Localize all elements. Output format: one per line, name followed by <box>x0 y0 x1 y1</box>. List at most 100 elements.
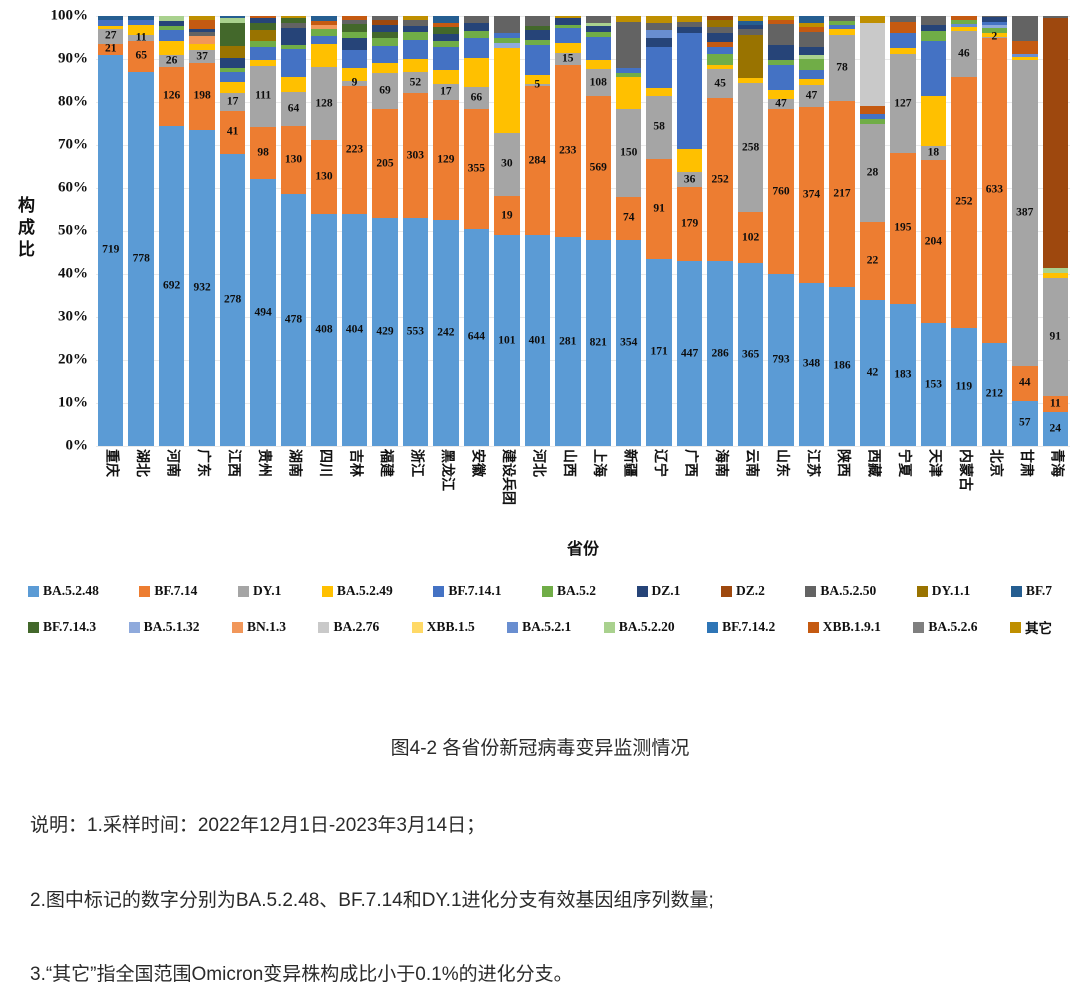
segment-BA.5.2.48: 42 <box>859 299 886 446</box>
segment-BA.5.2.50 <box>524 16 551 26</box>
segment-DY.1: 108 <box>585 69 611 97</box>
figure-caption: 图4-2 各省份新冠病毒变异监测情况 <box>390 738 690 759</box>
x-label-山东: 山东 <box>774 449 790 477</box>
legend-swatch <box>231 621 243 633</box>
bar-湖南: 478 130 64 <box>280 16 307 446</box>
gridline <box>96 16 1070 17</box>
segment-BA.5.2.48: 183 <box>890 304 916 446</box>
legend-item-BN.1.3: BN.1.3 <box>231 619 286 635</box>
segment-count-label: 111 <box>255 89 272 102</box>
segment-BA.5.2.49 <box>280 77 307 93</box>
legend-item-DY.1: DY.1 <box>237 583 282 599</box>
y-tick: 40% <box>58 265 88 282</box>
segment-BF.7 <box>311 16 337 22</box>
segment-DY.1: 36 <box>676 172 703 188</box>
segment-count-label: 183 <box>894 368 912 381</box>
segment-BA.5.2.48: 719 <box>98 54 124 446</box>
x-label-cell: 上海 <box>586 449 611 545</box>
x-label-广东: 广东 <box>195 449 211 477</box>
segment-BA.5.2.49 <box>98 25 124 30</box>
legend-swatch <box>913 621 925 633</box>
x-label-宁夏: 宁夏 <box>895 449 911 477</box>
segment-BF.7.14.1 <box>341 50 368 68</box>
bar-宁夏: 183 195 127 <box>890 16 916 446</box>
x-axis-labels: 重庆 湖北 河南 广东 江西 贵州 湖南 四川 吉林 福建 浙江 黑龙江 安徽 建设兵团 河北 山西 上海 新疆辽… <box>96 446 1070 545</box>
segment-BA.5.2.48: 24 <box>1042 411 1068 446</box>
segment-BA.5.2.49 <box>250 59 276 67</box>
segment-BA.5.2.49 <box>158 41 185 56</box>
segment-count-label: 24 <box>1049 422 1062 435</box>
segment-count-label: 18 <box>927 146 940 159</box>
segment-BA.5.2.49 <box>1042 273 1068 279</box>
segment-XBB.1.9.1 <box>798 26 825 32</box>
segment-BF.7.14.1 <box>829 24 855 30</box>
segment-DZ.1 <box>524 29 551 40</box>
x-label-cell: 陕西 <box>829 449 854 545</box>
legend-swatch <box>1009 621 1021 633</box>
gridline <box>96 59 1070 60</box>
legend-label: XBB.1.9.1 <box>822 619 881 634</box>
legend-item-BF.7.14.3: BF.7.14.3 <box>28 619 96 635</box>
legend-label: DY.1.1 <box>931 583 971 598</box>
segment-BF.7 <box>128 16 154 20</box>
segment-BF.7.14: 129 <box>433 99 459 221</box>
x-label-黑龙江: 黑龙江 <box>438 449 454 491</box>
segment-count-label: 150 <box>620 146 638 159</box>
segment-BA.5.2.48: 644 <box>463 228 490 446</box>
segment-BF.7.14.3 <box>219 22 246 47</box>
x-label-云南: 云南 <box>743 449 759 477</box>
segment-BA.5.2.49 <box>372 63 398 73</box>
x-label-内蒙古: 内蒙古 <box>956 449 972 491</box>
x-label-北京: 北京 <box>987 449 1003 477</box>
x-label-辽宁: 辽宁 <box>652 449 668 477</box>
segment-count-label: 126 <box>163 89 181 102</box>
segment-BF.7.14.1 <box>798 70 825 79</box>
segment-BF.7.14: 11 <box>1042 396 1068 412</box>
segment-count-label: 284 <box>528 153 546 166</box>
x-label-cell: 甘肃 <box>1012 449 1037 545</box>
segment-count-label: 429 <box>376 325 394 338</box>
x-label-陕西: 陕西 <box>834 449 850 477</box>
segment-BA.5.2.50 <box>280 22 307 28</box>
segment-count-label: 74 <box>622 211 635 224</box>
segment-DY.1: 11 <box>128 31 154 42</box>
x-label-cell: 辽宁 <box>646 449 671 545</box>
segment-count-label: 348 <box>802 357 821 370</box>
segment-BN.1.3 <box>311 24 337 29</box>
segment-BF.7.14: 91 <box>646 159 672 259</box>
legend-label: BA.5.2 <box>556 583 596 598</box>
segment-DY.1: 26 <box>158 55 185 68</box>
segment-XBB.1.9.1 <box>768 20 794 24</box>
legend-label: DY.1 <box>252 583 282 598</box>
x-label-cell: 云南 <box>738 449 763 545</box>
legend-item-BA.5.2: BA.5.2 <box>541 583 596 599</box>
segment-BA.5.2.49 <box>798 78 825 86</box>
segment-BA.5.2.50 <box>798 31 825 47</box>
segment-BF.7.14.1 <box>615 67 642 73</box>
segment-BF.7.14: 44 <box>1012 366 1038 401</box>
segment-BF.7.14: 19 <box>494 195 520 236</box>
segment-BA.5.2 <box>402 31 429 40</box>
segment-DY.1: 128 <box>311 67 337 140</box>
segment-DY.1.1 <box>707 20 733 27</box>
segment-BF.7.14: 179 <box>676 187 703 262</box>
segment-DY.1: 58 <box>646 95 672 160</box>
segment-BF.7.14: 760 <box>768 109 794 274</box>
segment-BA.5.2.50 <box>768 23 794 46</box>
segment-count-label: 719 <box>102 243 120 256</box>
segment-BA.5.2.49 <box>707 64 733 69</box>
segment-DY.1: 9 <box>341 77 368 88</box>
segment-BA.5.2 <box>280 44 307 50</box>
segment-BA.5.2.49 <box>463 57 490 87</box>
legend-swatch <box>541 585 553 597</box>
x-label-湖北: 湖北 <box>134 449 150 477</box>
segment-BA.5.2.50 <box>372 16 398 21</box>
x-label-浙江: 浙江 <box>408 449 424 477</box>
segment-DY.1: 52 <box>402 71 429 94</box>
segment-count-label: 242 <box>437 326 455 339</box>
legend-swatch <box>128 621 140 633</box>
segment-BF.7.14: 21 <box>98 43 124 55</box>
legend-swatch <box>603 621 615 633</box>
segment-BF.7.14: 130 <box>311 139 337 214</box>
segment-BA.5.2.49 <box>920 96 947 146</box>
